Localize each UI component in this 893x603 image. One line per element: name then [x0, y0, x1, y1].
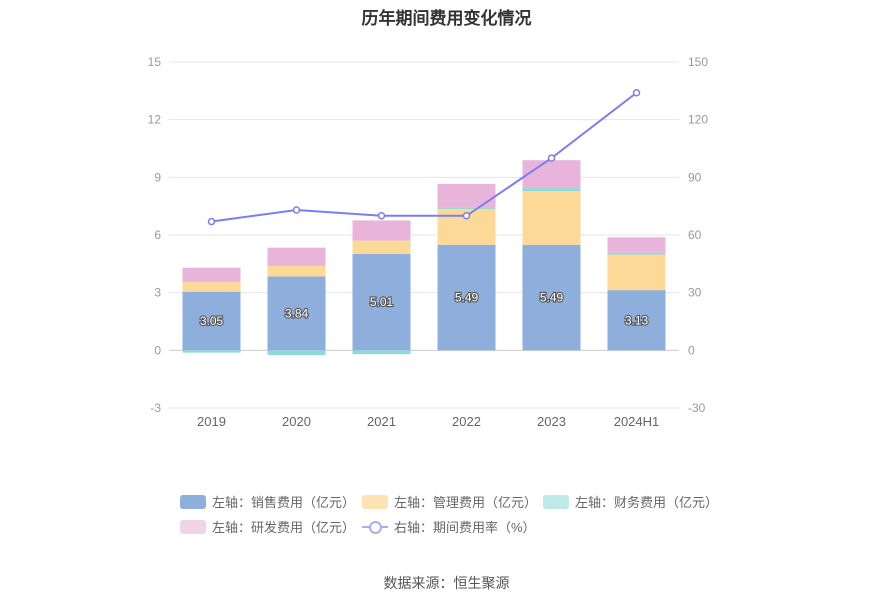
bar-segment — [352, 240, 411, 255]
y-left-tick-label: 15 — [148, 55, 162, 69]
y-left-tick-label: 12 — [148, 113, 162, 127]
bar-segment — [437, 244, 496, 351]
legend-item-expense-rate[interactable]: 右轴：期间费用率（%） — [362, 517, 536, 536]
legend-item-sales[interactable]: 左轴：销售费用（亿元） — [180, 492, 355, 511]
expense-rate-point — [547, 154, 556, 162]
expense-rate-point — [632, 89, 641, 97]
y-right-tick-label: 60 — [688, 228, 702, 242]
bar-segment — [267, 276, 326, 351]
data-label: 5.01 — [370, 295, 394, 309]
chart-title: 历年期间费用变化情况 — [361, 9, 532, 28]
bar-segment — [352, 254, 411, 351]
bar-segment — [522, 188, 581, 191]
bar-segment — [437, 183, 496, 208]
bar-segment — [607, 237, 666, 253]
bar-segment — [607, 254, 666, 291]
bar-segment — [437, 207, 496, 209]
legend-swatch-finance — [543, 494, 569, 509]
y-left-tick-label: -3 — [150, 401, 161, 415]
legend-label-finance: 左轴：财务费用（亿元） — [575, 495, 719, 510]
legend-label-sales: 左轴：销售费用（亿元） — [212, 495, 356, 510]
legend-label-rnd: 左轴：研发费用（亿元） — [212, 520, 356, 535]
expense-rate-point — [292, 206, 301, 214]
y-right-tick-label: -30 — [688, 401, 706, 415]
bar-segment — [267, 265, 326, 277]
x-tick-label: 2022 — [452, 414, 481, 429]
legend-item-admin[interactable]: 左轴：管理费用（亿元） — [362, 492, 537, 511]
bar-segment — [182, 267, 241, 283]
bar-segment — [267, 247, 326, 266]
bar-segment — [352, 220, 411, 241]
x-tick-label: 2021 — [367, 414, 396, 429]
bar-segment — [352, 350, 411, 355]
bar-segment — [182, 291, 241, 351]
bar-segment — [182, 350, 241, 353]
bar-segment — [522, 244, 581, 351]
expense-rate-point — [462, 212, 471, 220]
y-right-tick-label: 30 — [688, 286, 702, 300]
legend-swatch-sales — [180, 494, 206, 509]
legend-item-rnd[interactable]: 左轴：研发费用（亿元） — [180, 517, 355, 536]
bar-segment — [522, 160, 581, 189]
legend-swatch-rnd — [180, 519, 206, 534]
y-right-tick-label: 120 — [688, 113, 708, 127]
legend-item-finance[interactable]: 左轴：财务费用（亿元） — [543, 492, 718, 511]
expense-rate-point — [377, 212, 386, 220]
y-left-tick-label: 3 — [154, 286, 161, 300]
data-label: 5.49 — [540, 291, 564, 305]
legend-label-admin: 左轴：管理费用（亿元） — [394, 495, 538, 510]
bar-segment — [522, 190, 581, 245]
x-tick-label: 2020 — [282, 414, 311, 429]
data-source: 数据来源：恒生聚源 — [383, 575, 510, 591]
expense-rate-line — [211, 91, 638, 223]
legend-swatch-admin — [362, 494, 388, 509]
y-right-tick-label: 150 — [688, 55, 708, 69]
legend-line-icon — [362, 520, 388, 534]
x-tick-label: 2019 — [197, 414, 226, 429]
y-right-tick-label: 90 — [688, 170, 702, 184]
legend-label-expense-rate: 右轴：期间费用率（%） — [394, 520, 536, 535]
y-right-tick-label: 0 — [688, 343, 695, 357]
x-tick-label: 2024H1 — [614, 414, 660, 429]
bar-segment — [267, 350, 326, 356]
y-left-tick-label: 0 — [154, 343, 161, 357]
data-label: 3.05 — [200, 314, 224, 328]
data-label: 3.13 — [625, 313, 649, 327]
y-left-tick-label: 9 — [154, 170, 161, 184]
y-left-tick-label: 6 — [154, 228, 161, 242]
bar-segment — [607, 252, 666, 255]
data-label: 3.84 — [285, 306, 309, 320]
expense-rate-point — [207, 217, 216, 226]
bar-segment — [182, 282, 241, 292]
x-tick-label: 2023 — [537, 414, 566, 429]
data-label: 5.49 — [455, 291, 479, 305]
bar-segment — [607, 290, 666, 351]
